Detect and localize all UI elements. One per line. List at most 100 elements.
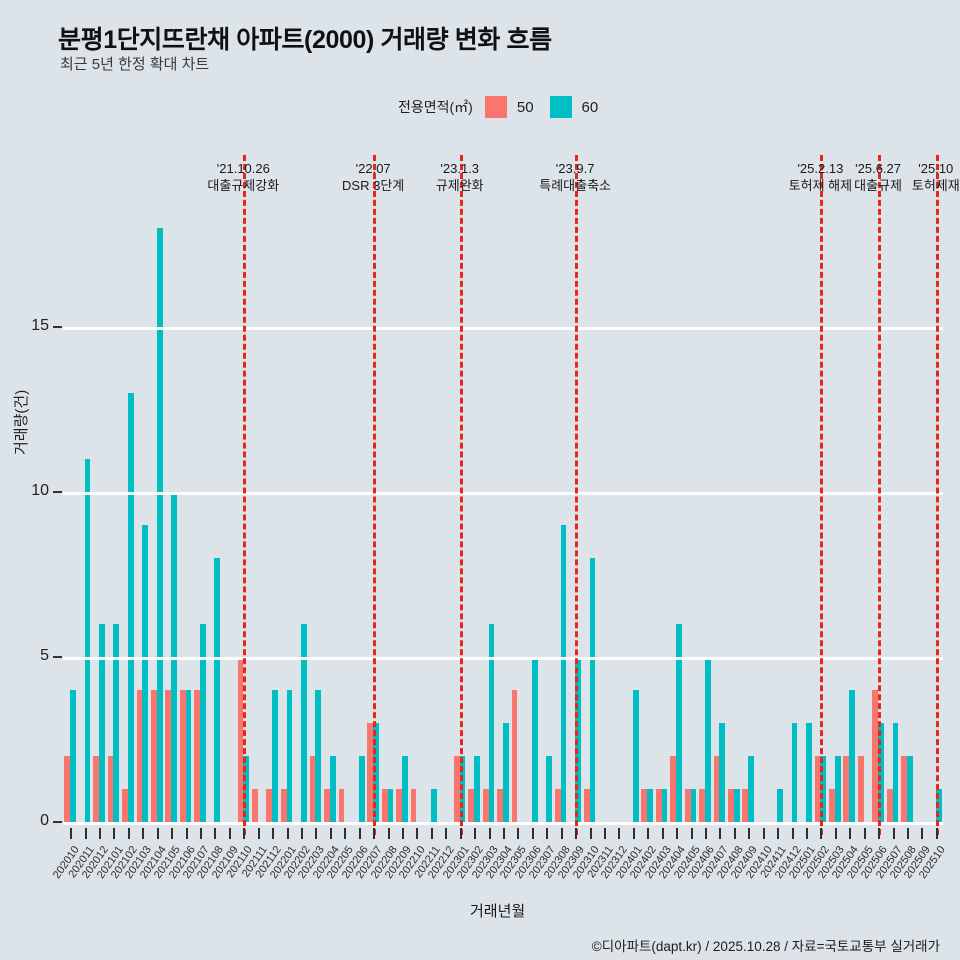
bar-50: [728, 789, 734, 822]
bar-50: [742, 789, 749, 822]
bar-50: [699, 789, 705, 822]
bar-50: [468, 789, 475, 822]
bar-50: [107, 756, 114, 822]
bar-50: [857, 756, 864, 822]
event-label: '25.2.13 토허제 해제: [750, 160, 890, 194]
x-tick-mark: [373, 828, 376, 839]
bar-50: [151, 690, 157, 822]
bar-60: [84, 459, 91, 822]
x-tick-mark: [200, 828, 203, 839]
event-date: '25.2.13: [797, 161, 844, 176]
event-vline: [935, 155, 939, 835]
bar-50: [684, 789, 691, 822]
x-tick-mark: [762, 828, 765, 839]
event-vline: [373, 155, 377, 835]
bar-60: [777, 789, 783, 822]
x-tick-mark: [921, 828, 924, 839]
event-desc: 대출규제강화: [207, 178, 280, 193]
chart-subtitle: 최근 5년 한정 확대 차트: [60, 56, 210, 73]
x-tick-mark: [488, 828, 491, 839]
x-tick-mark: [632, 828, 635, 839]
bar-60: [546, 756, 553, 822]
x-tick-mark: [416, 828, 419, 839]
x-tick-mark: [849, 828, 852, 839]
y-tick-label: 15: [31, 317, 49, 334]
x-tick-mark: [257, 828, 260, 839]
legend-swatch-60: [549, 96, 572, 118]
x-tick-mark: [358, 828, 361, 839]
event-date: '25.10: [918, 161, 954, 176]
bar-50: [266, 789, 273, 822]
x-tick-mark: [935, 828, 938, 839]
bar-50: [136, 690, 143, 822]
bar-60: [358, 756, 365, 822]
bar-60: [272, 690, 278, 822]
bar-60: [70, 690, 76, 822]
x-tick-mark: [878, 828, 881, 839]
bar-60: [185, 690, 192, 822]
event-date: '21.10.26: [216, 161, 270, 176]
x-tick-mark: [402, 828, 405, 839]
event-vline: [243, 155, 247, 835]
event-label: '21.10.26 대출규제강화: [173, 160, 313, 194]
bar-60: [632, 690, 639, 822]
bar-60: [474, 756, 480, 822]
bar-50: [670, 756, 677, 822]
event-desc: 토허제재: [911, 178, 960, 193]
x-tick-mark: [834, 828, 837, 839]
bar-50: [381, 789, 388, 822]
x-tick-mark: [459, 828, 462, 839]
x-tick-mark: [690, 828, 693, 839]
x-tick-mark: [589, 828, 592, 839]
bar-60: [142, 525, 149, 822]
x-tick-mark: [733, 828, 736, 839]
bar-50: [583, 789, 590, 822]
bar-50: [179, 690, 186, 822]
bar-50: [453, 756, 460, 822]
bar-50: [814, 756, 821, 822]
bar-60: [719, 723, 726, 822]
x-tick-mark: [127, 828, 130, 839]
x-tick-mark: [575, 828, 578, 839]
bar-50: [410, 789, 417, 822]
x-tick-mark: [748, 828, 751, 839]
bars-layer: [63, 195, 943, 825]
x-tick-mark: [387, 828, 390, 839]
bar-60: [200, 624, 206, 822]
x-tick-mark: [546, 828, 549, 839]
x-tick-mark: [243, 828, 246, 839]
bar-60: [286, 690, 293, 822]
bar-50: [843, 756, 850, 822]
legend: 전용면적(㎡) 50 60: [398, 96, 614, 118]
bar-60: [849, 690, 855, 822]
x-tick-mark: [805, 828, 808, 839]
x-tick-mark: [156, 828, 159, 839]
event-label: '25.10 토허제재: [866, 160, 960, 194]
bar-60: [402, 756, 408, 822]
x-tick-mark: [618, 828, 621, 839]
bar-50: [251, 789, 258, 822]
x-tick-mark: [70, 828, 73, 839]
bar-60: [733, 789, 740, 822]
bar-50: [872, 690, 879, 822]
event-date: '23.9.7: [555, 161, 595, 176]
bar-60: [805, 723, 812, 822]
bar-60: [387, 789, 394, 822]
x-tick-mark: [704, 828, 707, 839]
bar-60: [531, 657, 538, 822]
x-tick-mark: [676, 828, 679, 839]
x-tick-mark: [84, 828, 87, 839]
bar-60: [791, 723, 798, 822]
y-tick-label: 5: [40, 647, 49, 664]
event-desc: 대출규제: [854, 178, 902, 193]
event-date: '22.07: [355, 161, 391, 176]
event-vline: [820, 155, 824, 835]
gridline: [63, 657, 943, 660]
bar-50: [655, 789, 662, 822]
bar-60: [748, 756, 754, 822]
bar-60: [704, 657, 711, 822]
bar-60: [589, 558, 596, 822]
x-tick-mark: [430, 828, 433, 839]
bar-60: [113, 624, 120, 822]
event-vline: [575, 155, 579, 835]
